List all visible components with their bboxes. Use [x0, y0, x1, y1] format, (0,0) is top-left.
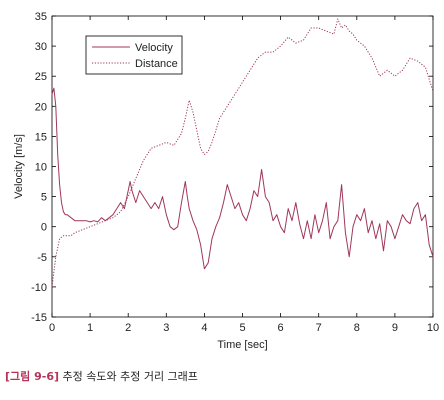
- legend-label-distance: Distance: [135, 58, 178, 70]
- x-tick-label: 9: [392, 322, 398, 334]
- x-tick-label: 3: [163, 322, 169, 334]
- x-tick-label: 1: [87, 322, 93, 334]
- y-tick-label: -15: [31, 312, 47, 324]
- y-tick-label: 25: [35, 71, 47, 83]
- figure-caption: [그림 9-6] 추정 속도와 추정 거리 그래프: [5, 368, 198, 384]
- caption-tag: [그림 9-6]: [5, 370, 59, 383]
- y-tick-label: 10: [35, 162, 47, 174]
- x-tick-label: 4: [201, 322, 207, 334]
- x-tick-label: 10: [427, 322, 439, 334]
- y-tick-label: 0: [41, 222, 47, 234]
- x-tick-label: 8: [354, 322, 360, 334]
- y-tick-label: 15: [35, 131, 47, 143]
- y-tick-label: 30: [35, 41, 47, 53]
- x-tick-label: 5: [239, 322, 245, 334]
- y-tick-label: -10: [31, 282, 47, 294]
- x-tick-label: 0: [49, 322, 55, 334]
- legend: Velocity Distance: [85, 35, 183, 75]
- caption-text: 추정 속도와 추정 거리 그래프: [59, 370, 198, 383]
- x-tick-label: 6: [278, 322, 284, 334]
- y-axis-label: Velocity [m/s]: [13, 134, 25, 199]
- x-axis-label: Time [sec]: [217, 339, 267, 351]
- x-tick-label: 7: [316, 322, 322, 334]
- y-tick-label: 5: [41, 192, 47, 204]
- chart-svg: 0 1 2 3 4 5 6 7 8 9 10 -15 -10 -5 0 5 10 15 20 25 30 35 Time …: [13, 11, 439, 351]
- y-tick-label: -5: [37, 252, 47, 264]
- ticks-layer: 0 1 2 3 4 5 6 7 8 9 10 -15 -10 -5 0 5 10 15 20 25 30 35: [31, 11, 439, 334]
- x-tick-label: 2: [125, 322, 131, 334]
- series-line-velocity: [51, 87, 434, 270]
- legend-box: [85, 35, 183, 75]
- y-tick-label: 20: [35, 101, 47, 113]
- series-layer: [51, 18, 434, 287]
- y-tick-label: 35: [35, 11, 47, 23]
- legend-label-velocity: Velocity: [135, 42, 173, 54]
